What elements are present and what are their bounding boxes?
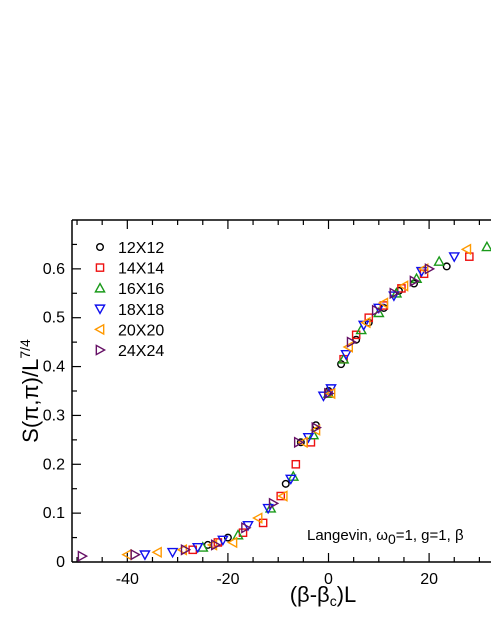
x-tick-label: 20 — [420, 571, 438, 588]
y-axis-label: S(π,π)/L7/4 — [17, 339, 43, 443]
data-point — [389, 287, 400, 300]
data-point — [206, 539, 218, 551]
legend-label: 16X16 — [118, 281, 164, 298]
data-point — [262, 503, 274, 515]
data-point — [210, 539, 222, 551]
data-point — [317, 391, 330, 402]
data-point — [232, 529, 244, 540]
plot-annotation: Langevin, ω0=1, g=1, β — [307, 527, 464, 547]
data-point — [418, 263, 429, 275]
series-18X18 — [139, 252, 461, 561]
data-point — [340, 349, 352, 361]
series-24X24 — [77, 263, 436, 562]
data-point — [281, 479, 290, 488]
series-14X14 — [188, 252, 474, 555]
legend-entry: 18X18 — [94, 302, 164, 319]
x-tick-label: -20 — [216, 571, 239, 588]
legend-entry: 14X14 — [95, 261, 164, 278]
data-point — [241, 522, 252, 534]
y-tick-label: 0 — [56, 554, 65, 571]
data-point — [252, 512, 263, 524]
data-point — [217, 535, 229, 547]
legend-label: 12X12 — [118, 240, 164, 257]
data-point — [264, 502, 277, 513]
legend-marker — [95, 263, 105, 272]
data-point — [346, 336, 358, 348]
legend-entry: 20X20 — [93, 322, 164, 339]
data-points — [77, 240, 491, 562]
data-point — [276, 491, 286, 501]
legend-marker — [94, 282, 106, 293]
data-point — [258, 518, 268, 528]
series-16X16 — [196, 240, 491, 552]
x-axis-label: (β-βc)L — [290, 582, 357, 609]
data-point — [371, 304, 383, 317]
y-tick-label: 0.6 — [43, 261, 65, 278]
legend: 12X12 14X14 16X16 18X18 20X20 24X24 — [93, 240, 164, 360]
data-point — [284, 474, 297, 485]
data-point — [307, 428, 320, 440]
series-20X20 — [121, 243, 472, 561]
data-point — [302, 433, 315, 444]
data-point — [309, 424, 321, 436]
y-tick-label: 0.4 — [43, 359, 65, 376]
data-point — [77, 550, 89, 562]
data-point — [291, 459, 301, 469]
legend-entry: 16X16 — [94, 281, 164, 298]
data-point — [324, 387, 336, 400]
x-tick-label: -40 — [116, 571, 139, 588]
data-point — [226, 536, 238, 549]
axis-ticks: -40 -20 0 20 0 0.1 0.2 0.3 0.4 0.5 0.6 — [43, 220, 480, 588]
data-point — [151, 546, 162, 559]
data-point — [277, 490, 288, 502]
legend-entry: 24X24 — [95, 343, 164, 360]
data-point — [139, 550, 151, 561]
data-point — [176, 543, 188, 556]
y-tick-label: 0.1 — [43, 505, 65, 522]
data-point — [191, 542, 204, 554]
y-tick-label: 0.2 — [43, 456, 65, 473]
data-point — [293, 436, 305, 449]
y-tick-label: 0.3 — [43, 407, 65, 424]
y-tick-label: 0.5 — [43, 310, 65, 327]
data-point — [424, 263, 436, 275]
legend-label: 24X24 — [118, 343, 164, 360]
data-point — [130, 548, 141, 561]
data-point — [268, 497, 280, 510]
data-point — [342, 341, 354, 353]
data-point — [388, 291, 400, 302]
data-point — [465, 252, 474, 261]
data-point — [448, 252, 461, 263]
legend-label: 14X14 — [118, 261, 164, 278]
data-point — [360, 316, 371, 329]
data-point — [397, 280, 409, 292]
legend-label: 18X18 — [118, 302, 164, 319]
data-point — [223, 533, 232, 542]
data-point — [297, 436, 308, 449]
data-point — [481, 240, 491, 252]
legend-marker — [95, 242, 104, 251]
data-point — [166, 547, 179, 559]
series-12X12 — [203, 262, 451, 549]
legend-label: 20X20 — [118, 322, 164, 339]
data-point — [352, 335, 361, 344]
legend-marker — [94, 304, 106, 315]
data-point — [377, 297, 389, 309]
legend-marker — [95, 344, 107, 356]
data-point — [311, 421, 322, 434]
data-point — [409, 275, 421, 287]
data-point — [460, 243, 472, 256]
legend-marker — [93, 323, 105, 336]
legend-entry: 12X12 — [95, 240, 164, 257]
x-tick-label: 0 — [324, 571, 333, 588]
data-point — [433, 255, 445, 266]
data-point — [337, 360, 346, 369]
data-point — [351, 330, 361, 340]
data-point — [324, 387, 335, 400]
data-point — [180, 543, 192, 556]
data-point — [442, 262, 451, 271]
